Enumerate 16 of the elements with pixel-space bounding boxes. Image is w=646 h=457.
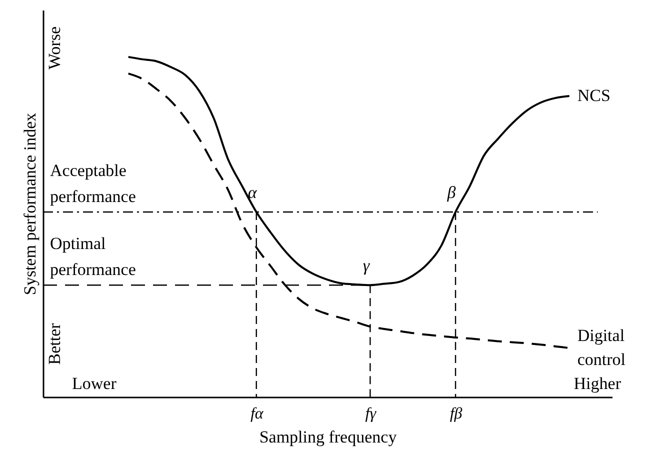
y-axis-title: System performance index [20, 112, 40, 296]
series-label: NCS [577, 86, 610, 106]
x-tick-label: fγ [365, 406, 377, 422]
annotation: Higher [574, 374, 622, 393]
series-label: Digital control [577, 326, 626, 370]
ref-line-label: Acceptable performance [50, 161, 136, 206]
x-axis-title: Sampling frequency [259, 428, 398, 446]
annotation: Better [45, 322, 64, 365]
annotation: Worse [45, 26, 64, 70]
x-tick-label: fα [250, 406, 264, 422]
annotation: Lower [72, 374, 117, 393]
ref-line-label: Optimal performance [50, 234, 136, 280]
x-tick-label: fβ [450, 406, 462, 422]
annotation: β [446, 183, 456, 202]
annotation: γ [362, 256, 371, 276]
annotation: α [248, 183, 258, 202]
